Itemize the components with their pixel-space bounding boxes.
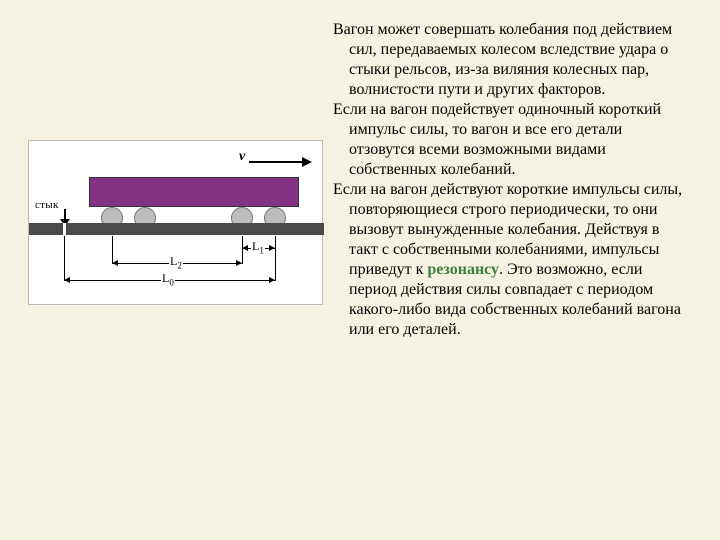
wagon-body — [89, 177, 299, 207]
dim-l2-tick-right — [242, 248, 243, 264]
dim-l2-cap-right — [236, 260, 242, 266]
velocity-arrow-shaft — [249, 161, 304, 163]
paragraph-2: Если на вагон подействует одиночный коро… — [333, 100, 692, 180]
dim-l1-label: L1 — [251, 239, 265, 255]
paragraph-1: Вагон может совершать колебания под дейс… — [333, 20, 692, 100]
dim-l2-label: L2 — [169, 254, 183, 270]
text-column: Вагон может совершать колебания под дейс… — [333, 20, 692, 340]
resonance-highlight: резонансу — [427, 261, 499, 278]
velocity-arrow-head — [302, 157, 312, 167]
rail-joint-gap — [63, 223, 66, 235]
velocity-label: v — [239, 149, 245, 165]
dim-l0-tick-left — [64, 236, 65, 281]
wagon-diagram: v стык L1 L2 — [28, 140, 323, 305]
joint-label: стык — [35, 199, 59, 211]
dim-l0-cap-left — [64, 277, 70, 283]
dim-l0-tick-right — [275, 248, 276, 281]
dim-l2-cap-left — [112, 260, 118, 266]
figure-column: v стык L1 L2 — [28, 140, 323, 305]
dim-l0-label: L0 — [161, 271, 175, 287]
slide: v стык L1 L2 — [28, 20, 692, 340]
rail — [29, 223, 324, 235]
paragraph-3: Если на вагон действуют короткие импульс… — [333, 180, 692, 340]
dim-l0-cap-right — [269, 277, 275, 283]
